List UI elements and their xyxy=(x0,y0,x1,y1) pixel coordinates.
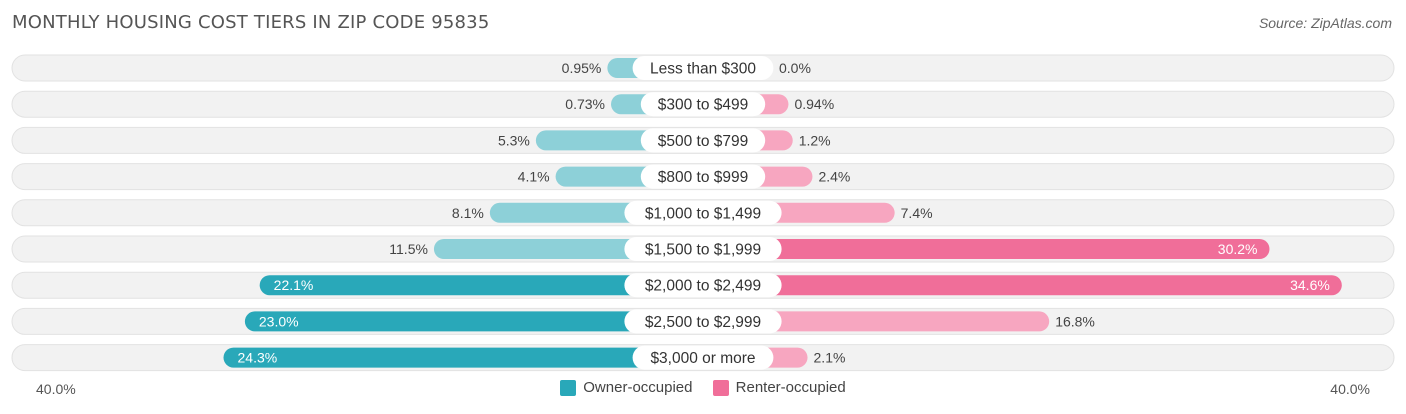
owner-value-label: 22.1% xyxy=(274,277,314,293)
category-pill xyxy=(624,237,782,261)
owner-bar xyxy=(259,275,703,296)
owner-value-label: 5.3% xyxy=(498,132,530,148)
category-pill xyxy=(624,200,782,225)
category-pill xyxy=(624,309,782,334)
renter-value-label: 2.1% xyxy=(814,350,846,366)
renter-value-label: 30.2% xyxy=(1218,241,1258,257)
category-pill xyxy=(632,345,774,370)
axis-left-label: 40.0% xyxy=(36,381,76,397)
category-pill xyxy=(640,128,766,153)
legend-renter: Renter-occupied xyxy=(712,379,846,396)
legend-owner-label: Owner-occupied xyxy=(583,379,693,396)
owner-bar xyxy=(244,311,703,332)
source-label: Source: ZipAtlas.com xyxy=(1258,15,1392,31)
renter-bar xyxy=(703,311,1050,332)
category-pill xyxy=(640,164,766,189)
owner-value-label: 0.95% xyxy=(562,60,602,76)
owner-value-label: 4.1% xyxy=(518,169,550,185)
renter-value-label: 2.4% xyxy=(818,169,850,185)
owner-value-label: 24.3% xyxy=(238,350,278,366)
renter-bar xyxy=(703,275,1342,296)
legend-owner-swatch xyxy=(560,379,577,396)
legend-owner: Owner-occupied xyxy=(560,379,692,396)
owner-value-label: 8.1% xyxy=(452,205,484,221)
chart-title: MONTHLY HOUSING COST TIERS IN ZIP CODE 9… xyxy=(12,12,490,33)
category-pill xyxy=(624,273,782,298)
owner-value-label: 0.73% xyxy=(565,96,605,112)
category-label: $2,000 to $2,499 xyxy=(645,278,761,295)
renter-value-label: 34.6% xyxy=(1290,277,1330,293)
category-label: $1,500 to $1,999 xyxy=(645,242,761,259)
category-label: $3,000 or more xyxy=(650,350,755,367)
owner-bar xyxy=(223,347,703,368)
renter-bar xyxy=(703,239,1270,259)
category-pill xyxy=(632,56,774,80)
owner-value-label: 11.5% xyxy=(389,241,428,257)
category-label: $2,500 to $2,999 xyxy=(645,314,761,331)
category-label: Less than $300 xyxy=(650,61,756,78)
category-label: $1,000 to $1,499 xyxy=(645,205,761,222)
legend: Owner-occupied Renter-occupied xyxy=(0,379,1406,400)
legend-renter-swatch xyxy=(712,379,729,396)
category-label: $300 to $499 xyxy=(658,97,749,114)
chart-area: Less than $300 0.95% 0.0% $300 to $499 0.73%… xyxy=(11,54,1395,372)
renter-value-label: 16.8% xyxy=(1055,313,1095,329)
category-pill xyxy=(640,92,766,117)
category-label: $800 to $999 xyxy=(658,169,749,186)
owner-value-label: 23.0% xyxy=(259,313,299,329)
renter-value-label: 7.4% xyxy=(901,205,933,221)
renter-value-label: 0.94% xyxy=(794,96,834,112)
renter-value-label: 1.2% xyxy=(799,132,831,148)
renter-value-label: 0.0% xyxy=(779,60,811,76)
axis-right-label: 40.0% xyxy=(1330,381,1370,397)
category-label: $500 to $799 xyxy=(658,133,749,150)
legend-renter-label: Renter-occupied xyxy=(735,379,846,396)
